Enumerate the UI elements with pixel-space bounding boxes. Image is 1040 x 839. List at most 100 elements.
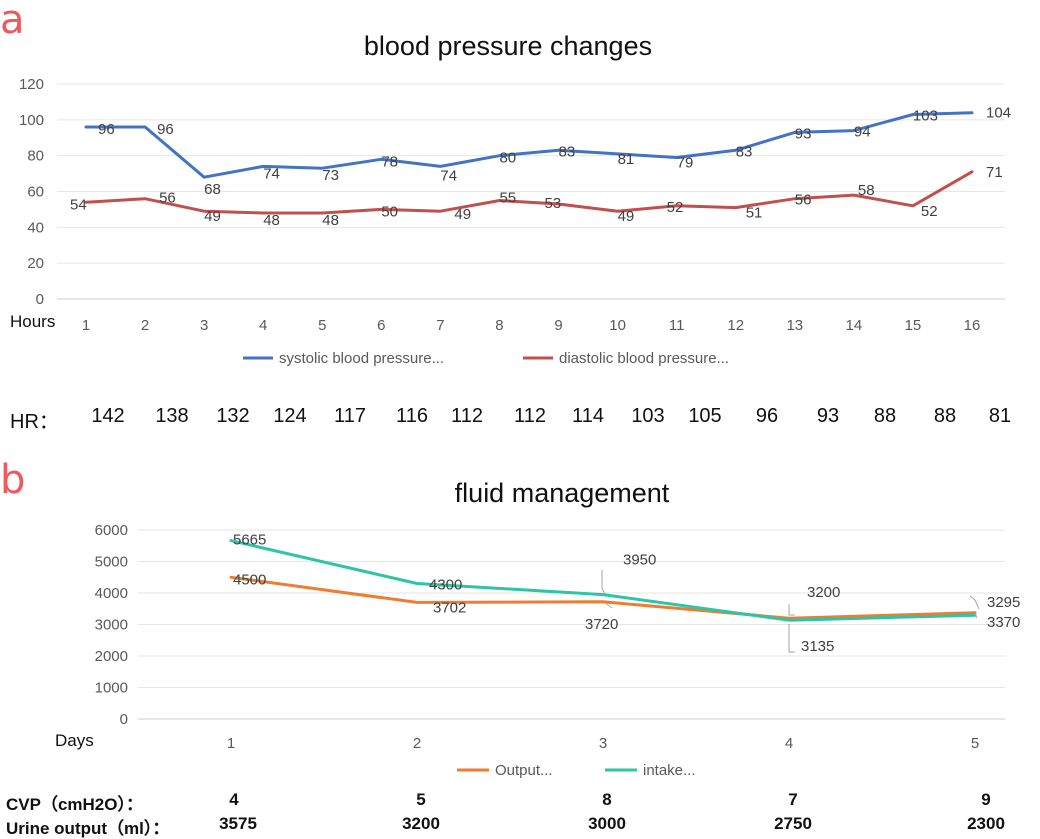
x-tick-label: 5 [971, 735, 979, 752]
data-label: 3702 [433, 599, 466, 616]
data-label: 3370 [987, 614, 1020, 631]
label-leader-line [601, 570, 606, 595]
data-label: 83 [559, 143, 576, 160]
data-label: 68 [204, 181, 221, 198]
x-tick-label: 8 [495, 317, 503, 334]
legend-label: Output... [495, 762, 553, 779]
x-tick-label: 1 [82, 317, 90, 334]
data-label: 93 [795, 125, 812, 142]
x-axis-label: Hours [10, 312, 55, 331]
label-leader-line [788, 604, 795, 616]
data-label: 3295 [987, 594, 1020, 611]
x-tick-label: 11 [669, 317, 685, 334]
label-leader-line [788, 624, 795, 653]
data-label: 79 [677, 154, 694, 171]
data-label: 48 [322, 212, 339, 229]
data-label: 3950 [623, 552, 656, 569]
y-tick-label: 0 [120, 711, 128, 728]
urine-output-value: 3200 [402, 814, 440, 833]
data-label: 3720 [585, 616, 618, 633]
data-label: 4300 [429, 577, 462, 594]
x-tick-label: 5 [318, 317, 326, 334]
series-line-1 [84, 170, 974, 215]
cvp-value: 8 [602, 790, 612, 809]
x-tick-label: 3 [599, 735, 607, 752]
cvp-value: 9 [981, 790, 991, 809]
data-label: 48 [263, 212, 280, 229]
y-tick-label: 4000 [95, 585, 128, 602]
data-label: 49 [618, 208, 635, 225]
data-label: 96 [157, 121, 174, 138]
x-tick-label: 2 [141, 317, 149, 334]
y-tick-label: 0 [36, 291, 44, 308]
x-tick-label: 4 [259, 317, 267, 334]
cvp-value: 7 [788, 790, 798, 809]
hr-value: 96 [755, 405, 779, 427]
urine-output-value: 2300 [967, 814, 1005, 833]
x-tick-label: 10 [609, 317, 626, 334]
hr-value: 88 [873, 405, 897, 427]
data-label: 58 [858, 182, 875, 199]
legend-label: intake... [643, 762, 696, 779]
y-tick-label: 2000 [95, 648, 128, 665]
y-tick-label: 1000 [95, 680, 128, 697]
x-tick-label: 4 [785, 735, 793, 752]
cvp-value: 5 [416, 790, 426, 809]
x-tick-label: 16 [964, 317, 981, 334]
chart-title: fluid management [455, 478, 670, 508]
data-label: 5665 [233, 532, 266, 549]
series-line-1 [229, 539, 977, 622]
x-axis-label: Days [55, 731, 94, 750]
data-label: 4500 [233, 571, 266, 588]
series-line-0 [229, 575, 977, 620]
y-tick-label: 20 [27, 255, 44, 272]
data-label: 51 [746, 205, 763, 222]
legend-label: diastolic blood pressure... [559, 350, 729, 367]
data-label: 56 [159, 190, 176, 207]
data-label: 52 [921, 203, 938, 220]
data-label: 55 [499, 189, 516, 206]
legend-label: systolic blood pressure... [279, 350, 444, 367]
label-leader-line [974, 612, 978, 619]
y-tick-label: 100 [19, 112, 44, 129]
data-label: 104 [986, 105, 1011, 122]
data-label: 83 [736, 143, 753, 160]
data-label: 49 [204, 208, 221, 225]
hr-value: 138 [155, 405, 189, 427]
label-leader-line [969, 595, 980, 610]
data-label: 50 [381, 203, 398, 220]
y-tick-label: 120 [19, 76, 44, 93]
hr-value: 132 [216, 405, 250, 427]
hr-value: 93 [816, 405, 840, 427]
y-tick-label: 40 [27, 219, 44, 236]
y-tick-label: 3000 [95, 617, 128, 634]
data-label: 49 [454, 206, 471, 223]
data-label: 71 [986, 164, 1003, 181]
data-label: 81 [618, 151, 635, 168]
data-label: 103 [913, 107, 938, 124]
data-label: 52 [667, 199, 684, 216]
cvp-value: 4 [229, 790, 239, 809]
urine-output-value: 3000 [588, 814, 626, 833]
hr-value: 105 [688, 405, 722, 427]
x-tick-label: 14 [846, 317, 863, 334]
hr-label: HR： [10, 411, 59, 433]
y-tick-label: 60 [27, 184, 44, 201]
data-label: 94 [854, 124, 871, 141]
label-leader-line [604, 602, 613, 609]
data-label: 78 [381, 153, 398, 170]
x-tick-label: 2 [413, 735, 421, 752]
panel-b-letter: b [0, 457, 26, 503]
y-tick-label: 5000 [95, 554, 128, 571]
x-tick-label: 1 [227, 735, 235, 752]
data-label: 96 [98, 121, 115, 138]
panel-a-letter: a [0, 0, 25, 43]
x-tick-label: 9 [554, 317, 562, 334]
data-label: 74 [263, 165, 280, 182]
urine-output-value: 3575 [219, 814, 257, 833]
y-tick-label: 6000 [95, 522, 128, 539]
x-tick-label: 3 [200, 317, 208, 334]
data-label: 56 [795, 192, 812, 209]
hr-value: 112 [451, 405, 483, 427]
